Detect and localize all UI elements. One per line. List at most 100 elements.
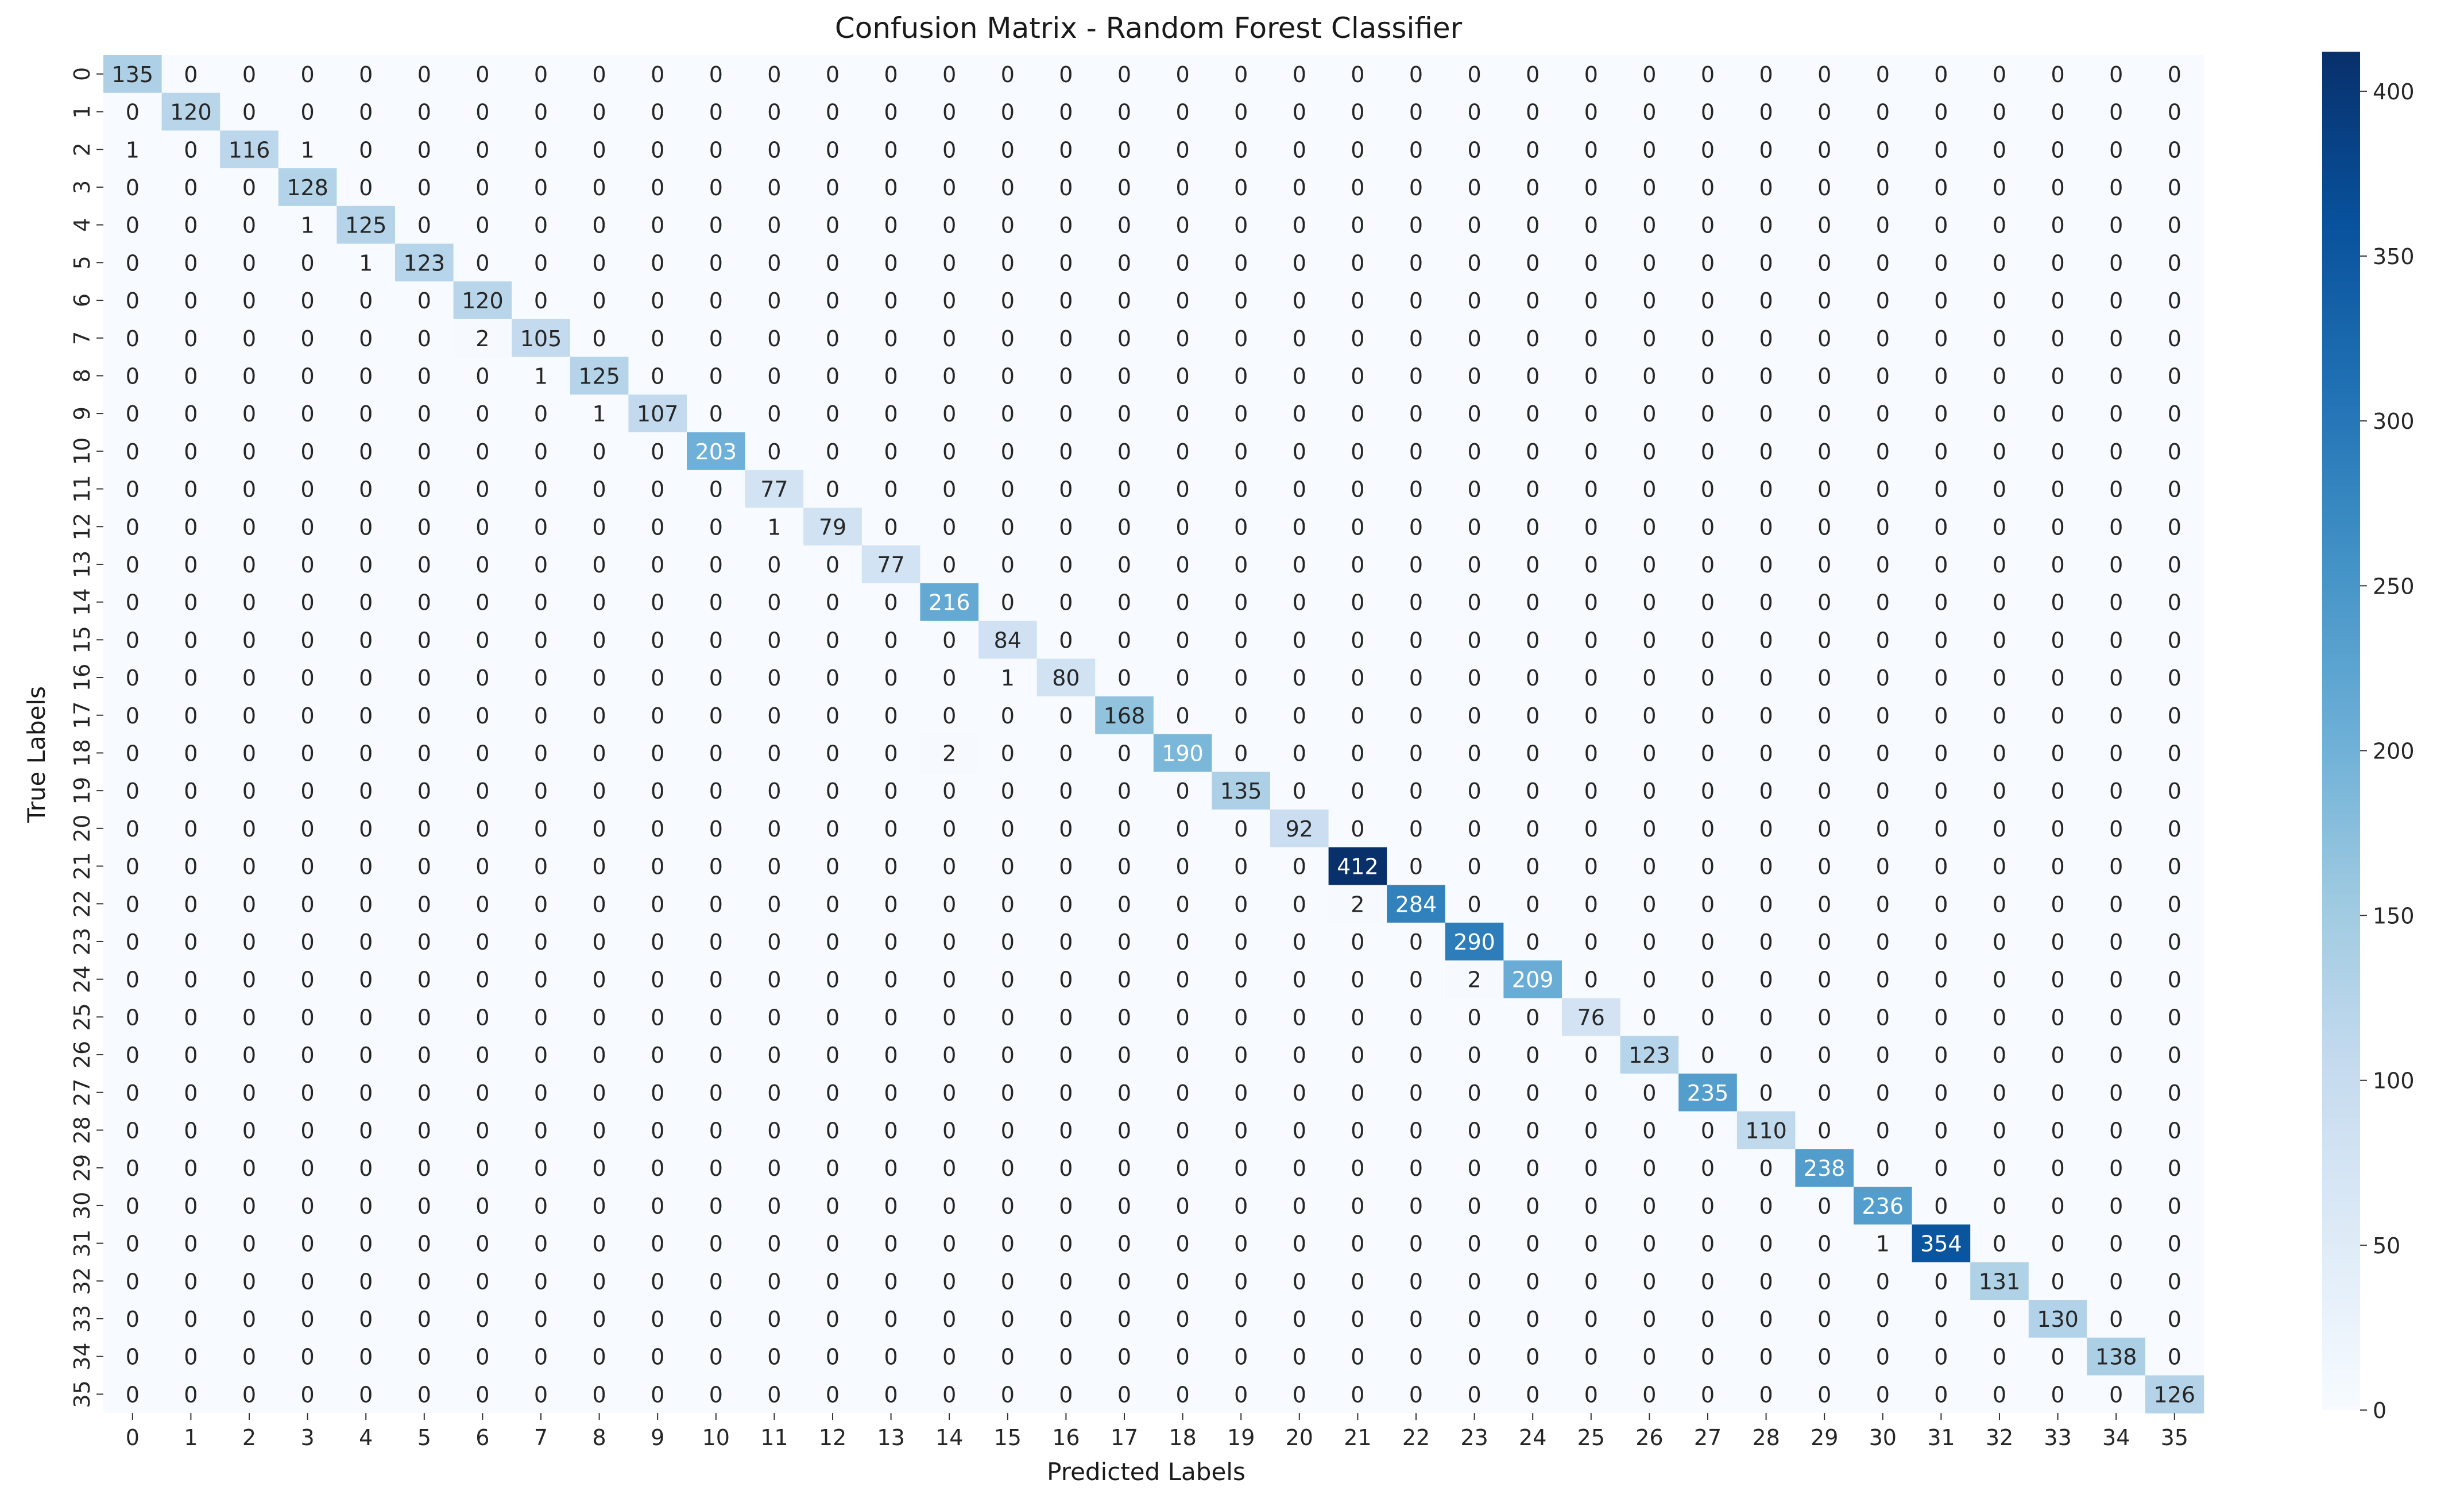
heatmap-cell	[161, 92, 221, 131]
heatmap-cell	[628, 508, 687, 546]
cell-value-label: 0	[942, 854, 956, 880]
heatmap-cell	[1678, 394, 1738, 433]
heatmap-cell	[103, 130, 163, 169]
cell-value-label: 0	[1526, 100, 1539, 125]
cell-value-label: 0	[1934, 1081, 1948, 1106]
cell-value-label: 0	[1876, 363, 1890, 389]
heatmap-cell	[1503, 432, 1562, 471]
cell-value-label: 0	[1059, 1043, 1073, 1068]
cell-value-label: 0	[1468, 100, 1482, 125]
cell-value-label: 0	[2109, 514, 2123, 540]
cell-value-label: 0	[826, 288, 840, 313]
cell-value-label: 0	[651, 1307, 664, 1332]
cell-value-label: 0	[1176, 892, 1190, 917]
heatmap-cell	[1736, 545, 1796, 584]
heatmap-cell	[1153, 130, 1212, 169]
cell-value-label: 0	[2109, 816, 2123, 842]
cell-value-label: 0	[1293, 326, 1306, 351]
heatmap-cell	[1503, 168, 1562, 207]
cell-value-label: 0	[534, 1231, 548, 1257]
cell-value-label: 0	[1001, 439, 1015, 464]
heatmap-cell	[512, 545, 571, 584]
cell-value-label: 123	[1629, 1043, 1670, 1068]
cell-value-label: 0	[1468, 213, 1482, 238]
cell-value-label: 0	[1993, 439, 2006, 464]
y-tick-label: 4	[69, 218, 95, 232]
cell-value-label: 0	[534, 477, 548, 502]
cell-value-label: 0	[1293, 703, 1306, 729]
heatmap-cell	[1036, 206, 1096, 245]
heatmap-cell	[920, 243, 979, 282]
heatmap-cell	[1328, 545, 1387, 584]
cell-value-label: 0	[1993, 1118, 2006, 1143]
cell-value-label: 0	[417, 1345, 431, 1370]
cell-value-label: 0	[1934, 363, 1948, 389]
heatmap-cell	[1970, 130, 2029, 169]
x-tick-label: 1	[184, 1425, 198, 1450]
cell-value-label: 0	[1526, 703, 1539, 729]
heatmap-cell	[103, 243, 163, 282]
cell-value-label: 0	[301, 1382, 315, 1407]
cell-value-label: 0	[184, 967, 198, 993]
cell-value-label: 0	[1584, 1156, 1598, 1181]
cell-value-label: 0	[1468, 1156, 1482, 1181]
cell-value-label: 0	[534, 552, 548, 578]
heatmap-cell	[2145, 206, 2204, 245]
cell-value-label: 0	[1817, 288, 1831, 313]
heatmap-cell	[103, 470, 163, 508]
cell-value-label: 0	[1468, 1118, 1482, 1143]
cell-value-label: 0	[1059, 703, 1073, 729]
heatmap-cell	[1620, 545, 1679, 584]
cell-value-label: 1	[767, 514, 781, 540]
cell-value-label: 0	[1409, 439, 1423, 464]
heatmap-cell	[1212, 734, 1271, 772]
heatmap-cell	[1562, 206, 1621, 245]
cell-value-label: 0	[359, 514, 373, 540]
heatmap-cell	[1036, 281, 1096, 320]
cell-value-label: 0	[1759, 1345, 1773, 1370]
heatmap-cell	[628, 696, 687, 735]
cell-value-label: 0	[1526, 326, 1539, 351]
cell-value-label: 0	[1759, 250, 1773, 276]
cell-value-label: 0	[1526, 741, 1539, 766]
cell-value-label: 0	[2109, 665, 2123, 691]
cell-value-label: 0	[2109, 628, 2123, 653]
heatmap-cell	[1736, 168, 1796, 207]
y-tick-label: 10	[69, 437, 95, 465]
cell-value-label: 0	[126, 1081, 140, 1106]
cell-value-label: 0	[1876, 967, 1890, 993]
cell-value-label: 0	[242, 401, 256, 427]
cell-value-label: 0	[826, 552, 840, 578]
heatmap-cell	[1503, 55, 1562, 94]
heatmap-cell	[1095, 432, 1154, 471]
heatmap-cell	[1678, 470, 1738, 508]
heatmap-cell	[570, 319, 629, 358]
y-tick-label: 5	[69, 255, 95, 269]
cell-value-label: 0	[1584, 1081, 1598, 1106]
cell-value-label: 0	[184, 854, 198, 880]
heatmap-cell	[1387, 847, 1446, 885]
heatmap-cell	[1912, 281, 1971, 320]
y-axis-ticks: 0123456789101112131415161718192021222324…	[69, 67, 103, 1408]
cell-value-label: 0	[709, 1118, 723, 1143]
cell-value-label: 0	[1293, 1194, 1306, 1219]
heatmap-cell	[1036, 357, 1096, 395]
cell-value-label: 0	[1409, 288, 1423, 313]
cell-value-label: 0	[1642, 967, 1656, 993]
heatmap-cell	[861, 168, 920, 207]
cell-value-label: 77	[877, 552, 904, 578]
heatmap-cell	[103, 168, 163, 207]
heatmap-cell	[1328, 357, 1387, 395]
cell-value-label: 0	[126, 590, 140, 615]
cell-value-label: 0	[1001, 930, 1015, 955]
cell-value-label: 0	[709, 552, 723, 578]
y-tick-label: 16	[69, 664, 95, 691]
cell-value-label: 0	[1001, 703, 1015, 729]
cell-value-label: 0	[1993, 816, 2006, 842]
heatmap-cell	[861, 583, 920, 622]
cell-value-label: 0	[884, 62, 898, 87]
heatmap-cell	[2145, 545, 2204, 584]
heatmap-cell	[687, 810, 746, 848]
cell-value-label: 0	[651, 703, 664, 729]
cell-value-label: 0	[942, 1231, 956, 1257]
